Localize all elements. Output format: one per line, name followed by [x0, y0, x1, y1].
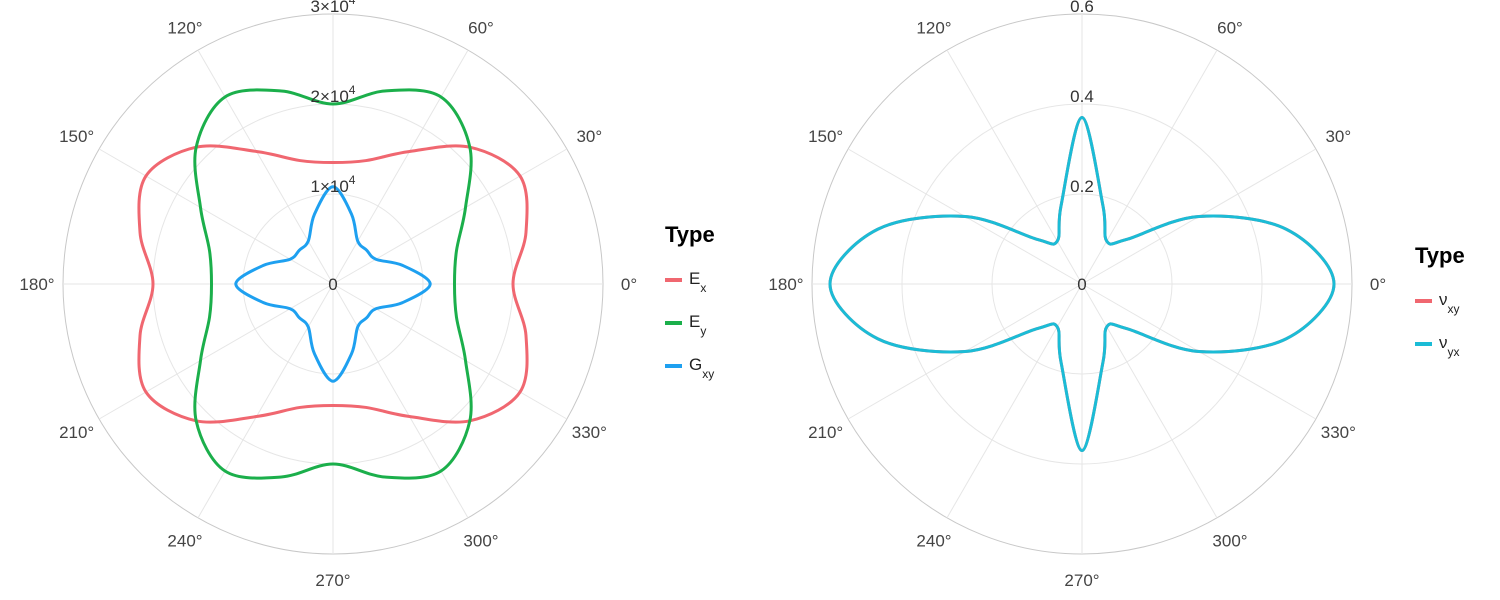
polar-chart-1: 0°30°60°90°120°150°180°210°240°270°300°3…: [19, 0, 714, 590]
spoke-line: [332, 283, 568, 420]
spoke-line: [332, 283, 469, 519]
angle-label: 300°: [1212, 531, 1247, 550]
radial-tick-label: 2×104: [311, 83, 356, 106]
angle-label: 270°: [1064, 571, 1099, 590]
angle-label: 30°: [1325, 127, 1351, 146]
angle-label: 120°: [167, 19, 202, 38]
angle-label: 0°: [621, 275, 637, 294]
radial-tick-label: 0.6: [1070, 0, 1094, 16]
angle-label: 150°: [808, 127, 843, 146]
radial-tick-label: 1×104: [311, 173, 356, 196]
spoke-line: [946, 49, 1083, 285]
angle-label: 30°: [576, 127, 602, 146]
angle-label: 240°: [916, 531, 951, 550]
legend-entry-label: Ey: [689, 312, 706, 338]
legend-entry-label: νyx: [1439, 333, 1460, 359]
angle-label: 210°: [59, 423, 94, 442]
series-curve-Ex: [137, 144, 529, 424]
spoke-line: [1081, 49, 1218, 285]
angle-label: 240°: [167, 531, 202, 550]
legend-title: Type: [665, 222, 715, 247]
series-curve-νyx: [828, 116, 1336, 452]
radial-tick-label: 0: [1077, 275, 1086, 294]
radial-tick-label: 3×104: [311, 0, 356, 16]
legend-entry-label: Ex: [689, 269, 706, 295]
angle-label: 150°: [59, 127, 94, 146]
radial-tick-label: 0.2: [1070, 177, 1094, 196]
angle-label: 300°: [463, 531, 498, 550]
spoke-line: [197, 283, 334, 519]
angle-label: 60°: [468, 19, 494, 38]
legend: Type νxy νyx: [1415, 243, 1465, 359]
angle-label: 0°: [1370, 275, 1386, 294]
spoke-line: [946, 283, 1083, 519]
angle-label: 120°: [916, 19, 951, 38]
angle-label: 270°: [315, 571, 350, 590]
angle-label: 180°: [768, 275, 803, 294]
radial-tick-label: 0.4: [1070, 87, 1094, 106]
angle-label: 60°: [1217, 19, 1243, 38]
spoke-line: [332, 49, 469, 285]
spoke-line: [1081, 283, 1218, 519]
spoke-line: [98, 283, 334, 420]
angle-label: 180°: [19, 275, 54, 294]
spoke-line: [98, 148, 334, 285]
angle-label: 210°: [808, 423, 843, 442]
series-curve-Ey: [193, 88, 473, 480]
legend-title: Type: [1415, 243, 1465, 268]
series-curve-Gxy: [234, 185, 432, 383]
polar-chart-2: 0°30°60°90°120°150°180°210°240°270°300°3…: [768, 0, 1464, 590]
radial-tick-label: 0: [328, 275, 337, 294]
legend-entry-label: Gxy: [689, 355, 714, 381]
angle-label: 330°: [1321, 423, 1356, 442]
spoke-line: [332, 148, 568, 285]
legend: Type Ex Ey Gxy: [665, 222, 715, 381]
angle-label: 330°: [572, 423, 607, 442]
spoke-line: [197, 49, 334, 285]
legend-entry-label: νxy: [1439, 290, 1460, 316]
